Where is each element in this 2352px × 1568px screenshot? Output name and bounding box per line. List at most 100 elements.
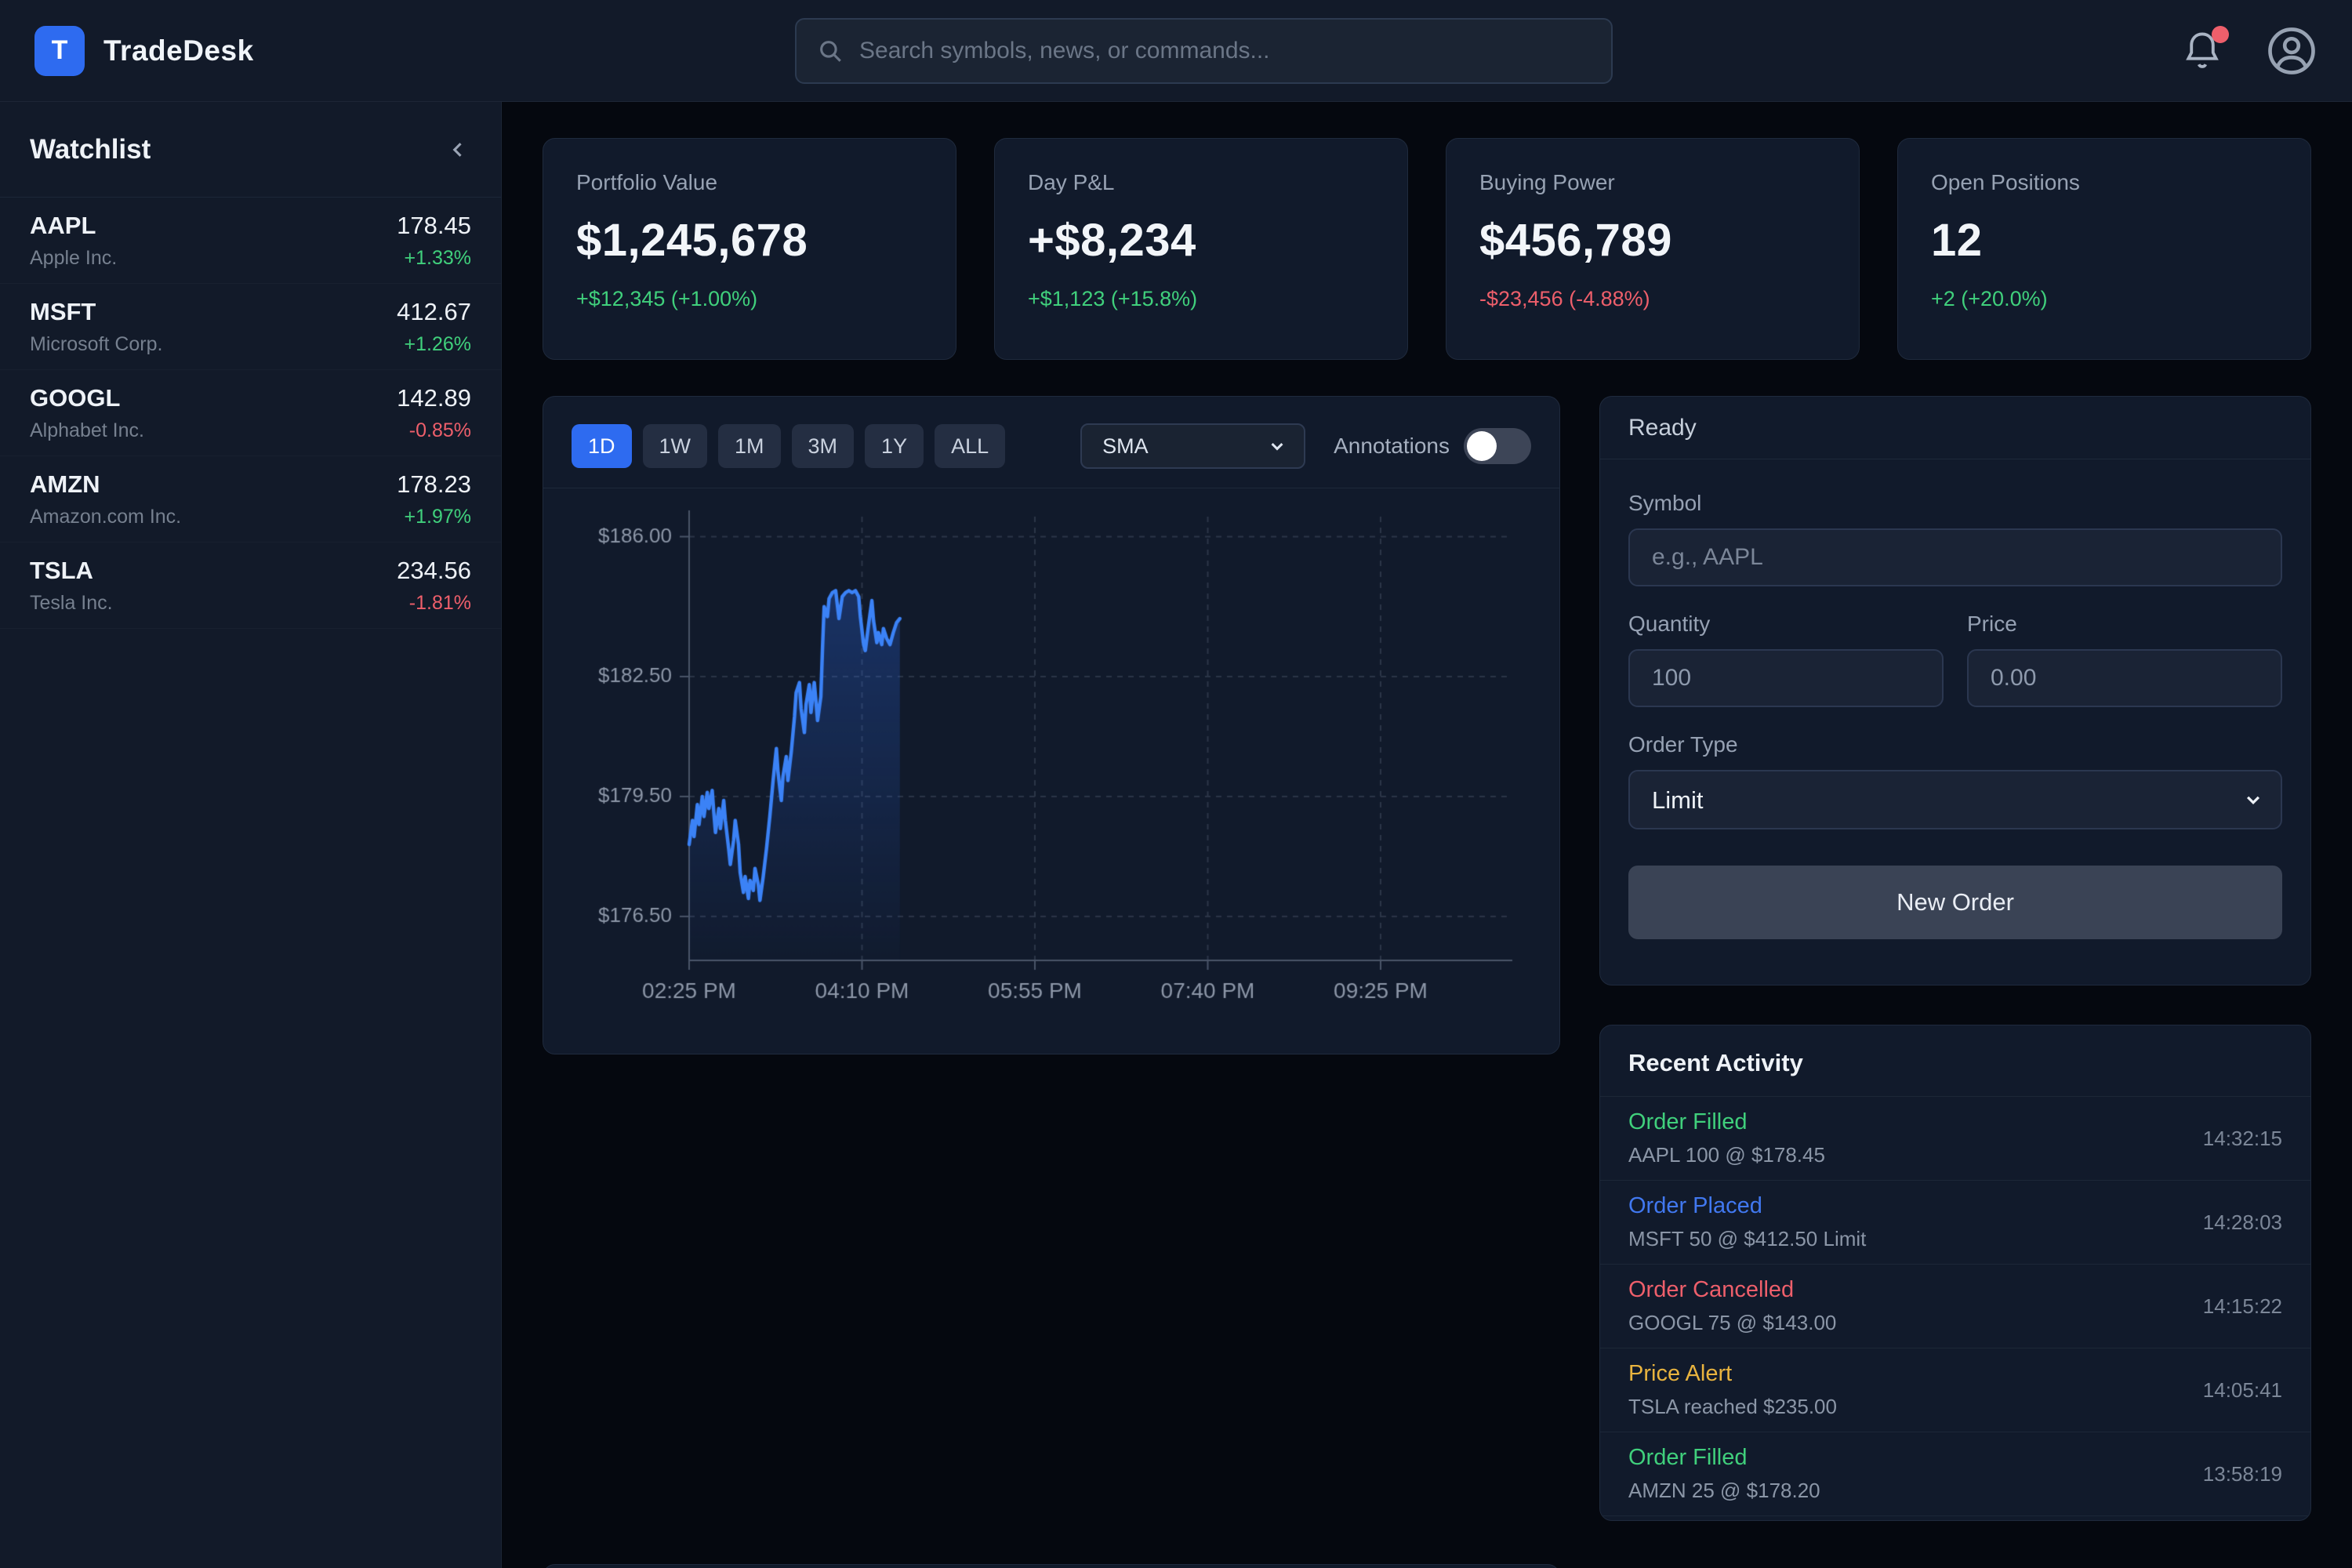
watchlist-item-left: TSLA Tesla Inc. — [30, 557, 113, 615]
stat-delta: -$23,456 (-4.88%) — [1479, 287, 1650, 310]
stat-delta: +$12,345 (+1.00%) — [576, 287, 758, 310]
range-button-1y[interactable]: 1Y — [865, 424, 924, 468]
notification-badge — [2212, 26, 2229, 43]
activity-time: 14:05:41 — [2202, 1377, 2282, 1402]
activity-time: 13:58:19 — [2202, 1461, 2282, 1486]
watchlist-item-msft[interactable]: MSFT Microsoft Corp. 412.67 +1.26% — [0, 284, 501, 370]
stat-value: +$8,234 — [1028, 215, 1196, 266]
watchlist-price: 234.56 — [397, 556, 471, 584]
quantity-label: Quantity — [1628, 612, 1711, 636]
watchlist-item-right: 142.89 -0.85% — [397, 384, 471, 442]
watchlist-item-left: AMZN Amazon.com Inc. — [30, 470, 181, 528]
notifications-button[interactable] — [2182, 26, 2229, 73]
activity-item-left: Price Alert TSLA reached $235.00 — [1628, 1361, 1837, 1419]
stat-value: $1,245,678 — [576, 215, 808, 266]
stat-label: Buying Power — [1479, 170, 1615, 194]
tab-positions[interactable]: Positions — [1051, 1565, 1559, 1568]
recent-activity-card: Recent Activity Order Filled AAPL 100 @ $… — [1599, 1025, 2311, 1521]
range-button-1d[interactable]: 1D — [572, 424, 632, 468]
watchlist-item-left: MSFT Microsoft Corp. — [30, 298, 162, 356]
main-content: Portfolio Value $1,245,678 +$12,345 (+1.00… — [502, 102, 2352, 1568]
activity-title: Order Filled — [1628, 1445, 1748, 1470]
activity-detail: TSLA reached $235.00 — [1628, 1395, 1837, 1418]
watchlist-symbol: TSLA — [30, 556, 93, 584]
watchlist-price: 412.67 — [397, 297, 471, 325]
app-logo: T — [34, 25, 85, 76]
range-button-all[interactable]: ALL — [935, 424, 1006, 468]
watchlist-symbol: AAPL — [30, 211, 96, 239]
watchlist-price: 178.45 — [397, 211, 471, 239]
watchlist-company: Alphabet Inc. — [30, 419, 144, 441]
watchlist-item-amzn[interactable]: AMZN Amazon.com Inc. 178.23 +1.97% — [0, 456, 501, 543]
stat-card-1: Day P&L +$8,234 +$1,123 (+15.8%) — [994, 138, 1408, 360]
new-order-button[interactable]: New Order — [1628, 866, 2282, 939]
watchlist-price: 178.23 — [397, 470, 471, 498]
activity-title: Price Alert — [1628, 1361, 1733, 1386]
watchlist-item-aapl[interactable]: AAPL Apple Inc. 178.45 +1.33% — [0, 198, 501, 284]
tab-market-depth[interactable]: Market Depth — [543, 1565, 1051, 1568]
activity-item-left: Order Filled AAPL 100 @ $178.45 — [1628, 1109, 1825, 1167]
activity-title: Order Cancelled — [1628, 1277, 1795, 1302]
watchlist-item-googl[interactable]: GOOGL Alphabet Inc. 142.89 -0.85% — [0, 370, 501, 456]
price-input[interactable] — [1967, 649, 2282, 707]
watchlist-company: Amazon.com Inc. — [30, 505, 182, 528]
toggle-knob — [1467, 431, 1497, 461]
watchlist-item-left: GOOGL Alphabet Inc. — [30, 384, 144, 442]
stat-card-2: Buying Power $456,789 -$23,456 (-4.88%) — [1446, 138, 1860, 360]
stat-label: Open Positions — [1931, 170, 2080, 194]
stat-label: Portfolio Value — [576, 170, 718, 194]
activity-title: Order Filled — [1628, 1109, 1748, 1134]
range-button-3m[interactable]: 3M — [791, 424, 855, 468]
activity-item: Order Cancelled GOOGL 75 @ $143.00 14:15:2… — [1600, 1264, 2310, 1348]
annotations-label: Annotations — [1334, 434, 1450, 458]
stat-delta: +2 (+20.0%) — [1931, 287, 2048, 310]
range-button-1w[interactable]: 1W — [642, 424, 708, 468]
watchlist-item-right: 412.67 +1.26% — [397, 298, 471, 356]
activity-item: Order Filled AMZN 25 @ $178.20 13:58:19 — [1600, 1432, 2310, 1515]
watchlist-item-right: 234.56 -1.81% — [397, 557, 471, 615]
order-status: Ready — [1600, 397, 2310, 459]
watchlist-symbol: MSFT — [30, 297, 96, 325]
user-avatar[interactable] — [2266, 25, 2318, 77]
sidebar-collapse-button[interactable] — [445, 136, 471, 163]
global-search[interactable] — [795, 18, 1613, 84]
symbol-input[interactable] — [1628, 528, 2282, 586]
watchlist-change: +1.33% — [404, 246, 472, 269]
activity-item-left: Order Cancelled GOOGL 75 @ $143.00 — [1628, 1277, 1836, 1335]
watchlist-item-tsla[interactable]: TSLA Tesla Inc. 234.56 -1.81% — [0, 543, 501, 629]
search-input[interactable] — [859, 38, 1591, 64]
activity-time: 14:28:03 — [2202, 1210, 2282, 1234]
order-type-label: Order Type — [1628, 732, 1738, 757]
watchlist-company: Tesla Inc. — [30, 591, 113, 614]
stat-card-3: Open Positions 12 +2 (+20.0%) — [1897, 138, 2311, 360]
stat-delta: +$1,123 (+15.8%) — [1028, 287, 1198, 310]
activity-detail: GOOGL 75 @ $143.00 — [1628, 1311, 1837, 1334]
quantity-input[interactable] — [1628, 649, 1944, 707]
watchlist-symbol: AMZN — [30, 470, 100, 498]
app-title: TradeDesk — [103, 34, 254, 67]
watchlist-item-left: AAPL Apple Inc. — [30, 212, 117, 270]
watchlist-change: -0.85% — [408, 419, 471, 441]
activity-item-left: Order Filled AMZN 25 @ $178.20 — [1628, 1445, 1820, 1503]
market-depth-card: Market DepthPositions PRICE SIZE TOTAL 1… — [543, 1564, 1560, 1568]
watchlist-change: -1.81% — [408, 591, 471, 614]
activity-item: Order Placed MSFT 50 @ $412.50 Limit 14:28… — [1600, 1180, 2310, 1264]
recent-activity-title: Recent Activity — [1628, 1049, 1803, 1076]
order-ticket-card: Ready Symbol Quantity Price — [1599, 396, 2311, 985]
watchlist-company: Microsoft Corp. — [30, 332, 163, 355]
range-button-1m[interactable]: 1M — [718, 424, 781, 468]
stat-value: $456,789 — [1479, 215, 1672, 266]
price-chart-canvas[interactable] — [572, 493, 1533, 1020]
activity-time: 14:15:22 — [2202, 1294, 2282, 1318]
order-type-select[interactable]: Limit — [1628, 770, 2282, 829]
annotations-toggle[interactable] — [1464, 428, 1531, 464]
stat-value: 12 — [1931, 215, 1983, 266]
activity-detail: AAPL 100 @ $178.45 — [1628, 1143, 1825, 1167]
top-bar: T TradeDesk — [0, 0, 2352, 102]
watchlist-item-right: 178.45 +1.33% — [397, 212, 471, 270]
symbol-label: Symbol — [1628, 491, 1702, 515]
activity-item: Order PlacedNVDA 30 @ $875.00 Limit13:42… — [1600, 1515, 2310, 1520]
indicator-select[interactable]: SMA — [1080, 423, 1306, 469]
price-chart-card: 1D 1W 1M 3M 1Y ALL SMA Annotations — [543, 396, 1560, 1054]
watchlist-price: 142.89 — [397, 383, 471, 412]
